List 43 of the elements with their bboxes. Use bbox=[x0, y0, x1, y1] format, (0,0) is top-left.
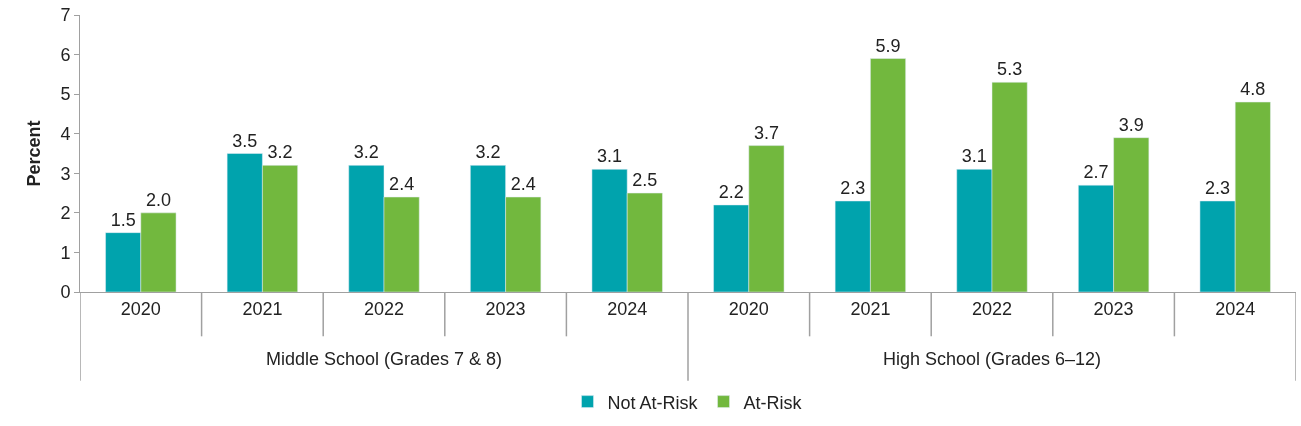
data-label: 2.4 bbox=[510, 174, 536, 195]
x-tick-label: 2023 bbox=[485, 298, 526, 319]
data-label: 3.9 bbox=[1118, 114, 1144, 135]
data-label: 1.5 bbox=[110, 209, 136, 230]
data-label: 3.2 bbox=[353, 142, 379, 163]
data-label: 3.2 bbox=[267, 142, 293, 163]
data-label: 2.3 bbox=[840, 177, 866, 198]
data-label: 3.1 bbox=[961, 146, 987, 167]
data-label: 5.9 bbox=[875, 35, 901, 56]
data-label: 2.3 bbox=[1205, 177, 1231, 198]
y-tick-label: 7 bbox=[60, 5, 71, 26]
text: High School (Grades 6–12) bbox=[883, 349, 1102, 369]
data-label: 4.8 bbox=[1240, 79, 1266, 100]
x-tick-label: 2021 bbox=[850, 298, 891, 319]
data-label: 2.0 bbox=[145, 189, 171, 210]
data-label: 5.3 bbox=[997, 59, 1023, 80]
x-tick-label: 2020 bbox=[728, 298, 769, 319]
data-label: 3.2 bbox=[475, 142, 501, 163]
legend-label: At-Risk bbox=[743, 392, 803, 413]
data-label: 2.5 bbox=[632, 170, 658, 191]
y-tick-label: 0 bbox=[60, 282, 71, 303]
data-label: 3.5 bbox=[232, 130, 258, 151]
y-tick-label: 6 bbox=[60, 44, 71, 65]
y-axis-title: Percent bbox=[23, 120, 44, 187]
data-label: 2.2 bbox=[718, 181, 744, 202]
x-tick-label: 2024 bbox=[1215, 298, 1256, 319]
data-label: 3.1 bbox=[597, 146, 623, 167]
x-tick-label: 2022 bbox=[971, 298, 1013, 319]
data-label: 2.7 bbox=[1083, 162, 1109, 183]
data-label: 2.4 bbox=[389, 174, 415, 195]
y-tick-label: 1 bbox=[60, 242, 71, 263]
text: Middle School (Grades 7 & 8) bbox=[266, 349, 503, 369]
y-tick-label: 4 bbox=[60, 124, 71, 145]
y-tick-label: 3 bbox=[60, 163, 71, 184]
x-tick-label: 2021 bbox=[242, 298, 283, 319]
x-tick-label: 2022 bbox=[363, 298, 405, 319]
y-tick-label: 2 bbox=[60, 203, 71, 224]
y-tick-label: 5 bbox=[60, 84, 71, 105]
x-tick-label: 2023 bbox=[1093, 298, 1134, 319]
data-label: 3.7 bbox=[753, 122, 779, 143]
legend-label: Not At-Risk bbox=[607, 392, 699, 413]
x-tick-label: 2020 bbox=[120, 298, 161, 319]
x-tick-label: 2024 bbox=[607, 298, 648, 319]
